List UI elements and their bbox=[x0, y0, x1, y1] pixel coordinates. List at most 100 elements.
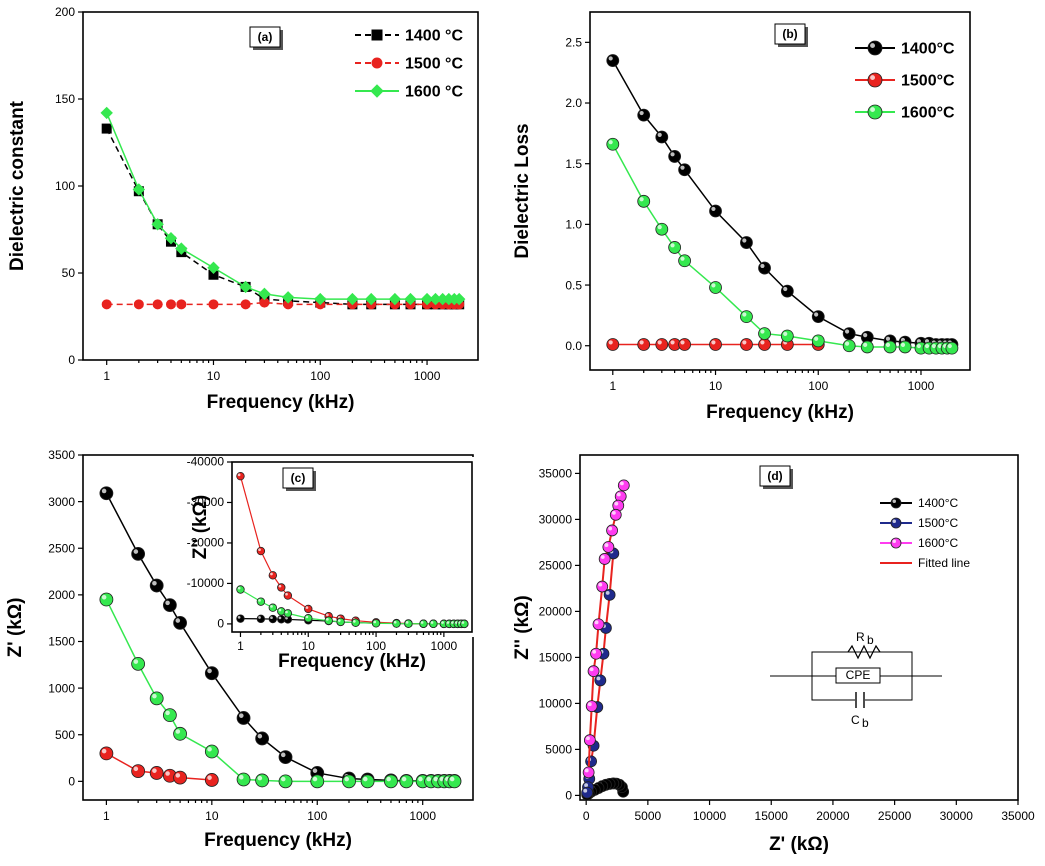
data-point-highlight bbox=[270, 605, 273, 608]
data-point bbox=[162, 598, 177, 613]
x-tick-label: 100 bbox=[808, 379, 828, 393]
panel-tag-frame bbox=[759, 465, 791, 487]
data-point-highlight bbox=[931, 343, 936, 349]
x-axis-label: Z' (kΩ) bbox=[769, 834, 829, 855]
panel-tag-box: (a) bbox=[249, 26, 283, 50]
data-point bbox=[592, 618, 605, 631]
data-point bbox=[740, 236, 753, 249]
legend-marker bbox=[890, 537, 902, 549]
data-point-highlight bbox=[670, 340, 675, 345]
panel-1: 1 10 100 1000 0.0 0.5 1.0 1.5 2.0 2.5 bbox=[565, 11, 971, 393]
data-point-highlight bbox=[101, 748, 107, 754]
data-point bbox=[606, 54, 620, 67]
panel-3: 0 5000 10000 15000 20000 25000 30000 35000 0 5000… bbox=[539, 454, 1035, 823]
data-point bbox=[131, 764, 146, 778]
data-point-highlight bbox=[461, 621, 465, 624]
data-point bbox=[596, 580, 609, 593]
data-point-highlight bbox=[587, 702, 592, 707]
data-point-highlight bbox=[680, 165, 685, 170]
data-point-highlight bbox=[639, 197, 644, 202]
data-point-highlight bbox=[207, 746, 212, 752]
legend-marker bbox=[890, 497, 902, 509]
x-tick-label: 15000 bbox=[755, 809, 789, 823]
data-point bbox=[283, 609, 293, 618]
data-point bbox=[131, 546, 146, 561]
data-point-highlight bbox=[760, 263, 765, 269]
data-point bbox=[617, 479, 630, 492]
x-tick-label: 100 bbox=[366, 639, 386, 653]
data-point-highlight bbox=[237, 473, 241, 477]
legend-1: 1400°C 1500°C 1600°C bbox=[855, 41, 955, 122]
data-point-highlight bbox=[373, 620, 377, 624]
y-tick-label: 35000 bbox=[539, 467, 573, 481]
y-tick-label: 30000 bbox=[539, 513, 573, 527]
legend-3: 1400°C 1500°C 1600°C Fitted line bbox=[880, 496, 970, 570]
data-point bbox=[255, 731, 270, 746]
data-point-highlight bbox=[451, 621, 454, 624]
data-point-highlight bbox=[589, 667, 594, 672]
y-tick-label: 15000 bbox=[539, 651, 573, 665]
data-point-highlight bbox=[278, 616, 282, 620]
data-point-highlight bbox=[614, 501, 619, 506]
data-point-highlight bbox=[305, 615, 309, 619]
data-point bbox=[758, 338, 771, 351]
data-point bbox=[758, 327, 771, 340]
data-point bbox=[268, 614, 278, 624]
y-tick-label: 100 bbox=[55, 179, 75, 193]
data-point-highlight bbox=[175, 729, 181, 734]
data-point-highlight bbox=[352, 620, 356, 623]
panel-tag-frame bbox=[249, 26, 281, 48]
data-point bbox=[602, 541, 615, 553]
data-point-highlight bbox=[237, 615, 241, 619]
data-point bbox=[384, 774, 398, 789]
data-point bbox=[100, 106, 113, 120]
y-tick-label: -40000 bbox=[187, 455, 225, 469]
plot-frame bbox=[589, 11, 971, 371]
data-point bbox=[176, 299, 187, 310]
y-tick-label: 500 bbox=[55, 728, 75, 742]
data-point-highlight bbox=[611, 510, 616, 515]
data-point-highlight bbox=[657, 225, 662, 230]
data-point-highlight bbox=[207, 668, 212, 674]
data-point-highlight bbox=[152, 693, 157, 699]
data-point-highlight bbox=[608, 140, 613, 145]
x-tick-label: 1 bbox=[609, 379, 616, 393]
inset-x-axis-label: Frequency (kHz) bbox=[278, 651, 426, 672]
data-point-highlight bbox=[278, 584, 282, 588]
data-point bbox=[99, 486, 114, 501]
data-point-highlight bbox=[312, 768, 318, 773]
y-axis-label: Dielectric Loss bbox=[512, 123, 533, 258]
y-axis-label: Z'' (kΩ) bbox=[512, 595, 533, 659]
data-point bbox=[655, 338, 669, 351]
data-point bbox=[351, 618, 360, 627]
data-point-highlight bbox=[616, 492, 621, 497]
capacitor-label: C bbox=[851, 713, 860, 727]
resistor-subscript: b bbox=[867, 633, 874, 647]
series-line-2 bbox=[612, 143, 952, 349]
legend-label: 1600°C bbox=[918, 536, 958, 550]
data-point-highlight bbox=[586, 736, 590, 741]
data-point-highlight bbox=[133, 766, 139, 772]
data-point-highlight bbox=[441, 621, 444, 624]
data-point-highlight bbox=[657, 340, 662, 345]
y-tick-label: 1.5 bbox=[565, 157, 582, 171]
data-point bbox=[149, 578, 164, 593]
y-tick-label: 0 bbox=[68, 775, 75, 789]
data-point-highlight bbox=[711, 340, 716, 345]
data-point bbox=[360, 774, 375, 789]
data-point bbox=[256, 597, 266, 606]
data-point-highlight bbox=[257, 733, 263, 739]
data-point bbox=[606, 137, 620, 151]
data-point-highlight bbox=[133, 549, 139, 554]
data-point-highlight bbox=[337, 619, 341, 622]
data-point-highlight bbox=[885, 336, 891, 341]
inset-background bbox=[227, 457, 477, 637]
data-point bbox=[581, 786, 594, 799]
data-point-highlight bbox=[258, 598, 261, 602]
data-point bbox=[709, 281, 722, 294]
data-point bbox=[255, 773, 270, 788]
data-point bbox=[883, 340, 897, 354]
legend-marker bbox=[867, 72, 883, 88]
data-point-highlight bbox=[449, 776, 455, 782]
data-point-highlight bbox=[386, 776, 391, 782]
